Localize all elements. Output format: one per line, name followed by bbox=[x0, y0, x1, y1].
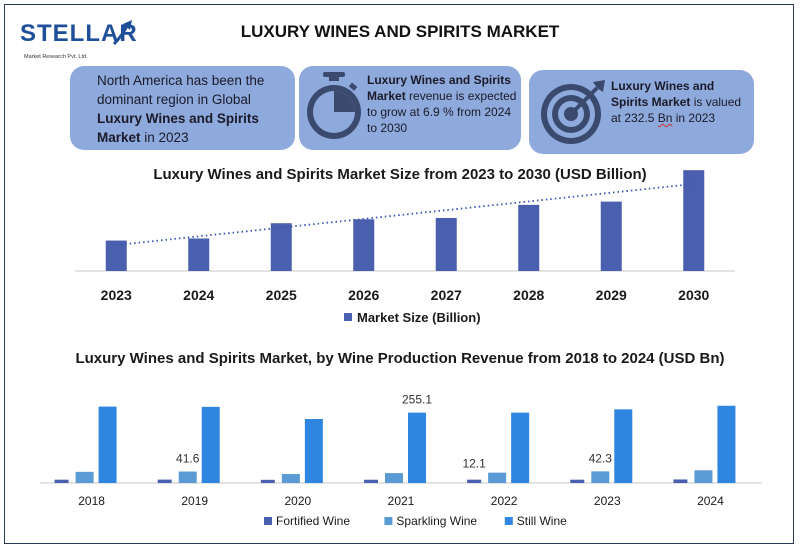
chart1-x-tick: 2029 bbox=[596, 287, 627, 303]
page-title: LUXURY WINES AND SPIRITS MARKET bbox=[240, 22, 560, 41]
chart2-bar-still-wine bbox=[614, 409, 633, 483]
chart2-data-label: 42.3 bbox=[589, 451, 613, 465]
chart2-bar-still-wine bbox=[408, 412, 426, 483]
logo-tagline: Market Research Pvt. Ltd. bbox=[24, 54, 88, 60]
stopwatch-icon bbox=[307, 72, 361, 139]
chart2-legend-label: Sparkling Wine bbox=[396, 514, 477, 528]
chart2-bar-sparkling-wine bbox=[591, 471, 610, 483]
chart1-bar bbox=[683, 170, 705, 271]
chart2-bar-still-wine bbox=[511, 412, 530, 483]
stellar-logo: STELLAR Market Research Pvt. Ltd. bbox=[20, 12, 137, 62]
info-box-valuation-mid: is valued at 232.5 bbox=[611, 95, 742, 125]
chart2-legend-swatch bbox=[264, 517, 272, 525]
market-size-chart: 2023 2024 2025 2026 2027 2028 2029 2030 Market S… bbox=[75, 170, 735, 325]
chart2-bar-fortified-wine bbox=[467, 479, 482, 483]
chart2-x-tick: 2023 bbox=[594, 494, 621, 508]
chart2-x-tick: 2021 bbox=[388, 494, 415, 508]
chart2-bar-still-wine bbox=[98, 406, 117, 483]
chart2-bar-sparkling-wine bbox=[488, 472, 507, 483]
info-box-growth: Luxury Wines and Spirits Market revenue … bbox=[299, 66, 521, 150]
chart2-bar-fortified-wine bbox=[54, 479, 69, 483]
logo-arrow-icon bbox=[112, 20, 132, 46]
info-box-region: North America has been the dominant regi… bbox=[70, 66, 295, 150]
chart2-bar-fortified-wine bbox=[260, 479, 275, 483]
chart2-legend-label: Fortified Wine bbox=[276, 514, 350, 528]
chart2-bar-sparkling-wine bbox=[694, 470, 713, 483]
chart2-x-tick: 2019 bbox=[181, 494, 208, 508]
chart1-bar bbox=[105, 240, 127, 271]
info-box-valuation-tail: in 2023 bbox=[672, 111, 716, 125]
chart1-x-tick: 2024 bbox=[183, 287, 214, 303]
chart2-x-tick: 2018 bbox=[78, 494, 105, 508]
chart1-bar bbox=[188, 238, 210, 271]
chart2-x-tick: 2020 bbox=[285, 494, 312, 508]
chart1-x-tick: 2027 bbox=[431, 287, 462, 303]
chart1-bar bbox=[270, 223, 292, 271]
chart2-bar-fortified-wine bbox=[157, 479, 172, 483]
chart2-x-tick: 2024 bbox=[697, 494, 724, 508]
chart2-data-label: 12.1 bbox=[462, 457, 486, 471]
chart2-legend-label: Still Wine bbox=[517, 514, 567, 528]
chart1-x-tick: 2028 bbox=[513, 287, 544, 303]
chart2-data-label: 255.1 bbox=[402, 393, 432, 407]
chart2-legend-swatch bbox=[384, 517, 393, 525]
chart1-bar bbox=[353, 219, 375, 271]
chart1-legend-label: Market Size (Billion) bbox=[357, 310, 481, 325]
chart2-data-label: 41.6 bbox=[176, 452, 200, 466]
info-box-region-tail: in 2023 bbox=[140, 130, 189, 145]
info-box-valuation-unit: Bn bbox=[657, 111, 673, 125]
chart2-legend-swatch bbox=[504, 517, 513, 525]
chart1-x-tick: 2030 bbox=[678, 287, 709, 303]
info-box-growth-text: Luxury Wines and Spirits Market revenue … bbox=[367, 72, 517, 136]
page-frame bbox=[4, 4, 794, 544]
chart2-bar-sparkling-wine bbox=[178, 471, 197, 483]
chart1-title: Luxury Wines and Spirits Market Size fro… bbox=[153, 166, 647, 183]
chart1-bar bbox=[518, 204, 540, 271]
chart2-bar-sparkling-wine bbox=[281, 474, 300, 483]
chart1-x-tick: 2023 bbox=[101, 287, 132, 303]
chart1-bar bbox=[435, 217, 457, 271]
chart2-bar-still-wine bbox=[304, 419, 323, 483]
info-box-valuation-bold: Luxury Wines and Spirits Market bbox=[611, 79, 715, 109]
chart1-x-tick: 2026 bbox=[348, 287, 379, 303]
chart2-bar-fortified-wine bbox=[673, 479, 688, 483]
chart2-bar-still-wine bbox=[201, 406, 220, 483]
chart2-bar-still-wine bbox=[717, 405, 736, 483]
chart2-bar-sparkling-wine bbox=[385, 473, 403, 483]
chart1-x-tick: 2025 bbox=[266, 287, 297, 303]
info-box-valuation-text: Luxury Wines and Spirits Market is value… bbox=[611, 78, 751, 126]
info-box-growth-tail: revenue is expected to grow at 6.9 % fro… bbox=[367, 89, 517, 135]
info-box-region-text: North America has been the dominant regi… bbox=[97, 73, 265, 107]
info-box-growth-bold: Luxury Wines and Spirits Market bbox=[367, 73, 511, 103]
chart2-title: Luxury Wines and Spirits Market, by Wine… bbox=[75, 350, 725, 367]
chart2-bar-sparkling-wine bbox=[75, 471, 94, 483]
chart1-bar bbox=[600, 201, 622, 271]
chart1-legend-swatch bbox=[344, 313, 352, 321]
target-icon bbox=[541, 80, 605, 144]
chart2-x-tick: 2022 bbox=[491, 494, 518, 508]
info-box-region-bold: Luxury Wines and Spirits Market bbox=[97, 111, 259, 145]
chart2-bar-fortified-wine bbox=[364, 479, 378, 483]
chart2-bar-fortified-wine bbox=[570, 479, 585, 483]
info-box-valuation: Luxury Wines and Spirits Market is value… bbox=[529, 70, 754, 154]
